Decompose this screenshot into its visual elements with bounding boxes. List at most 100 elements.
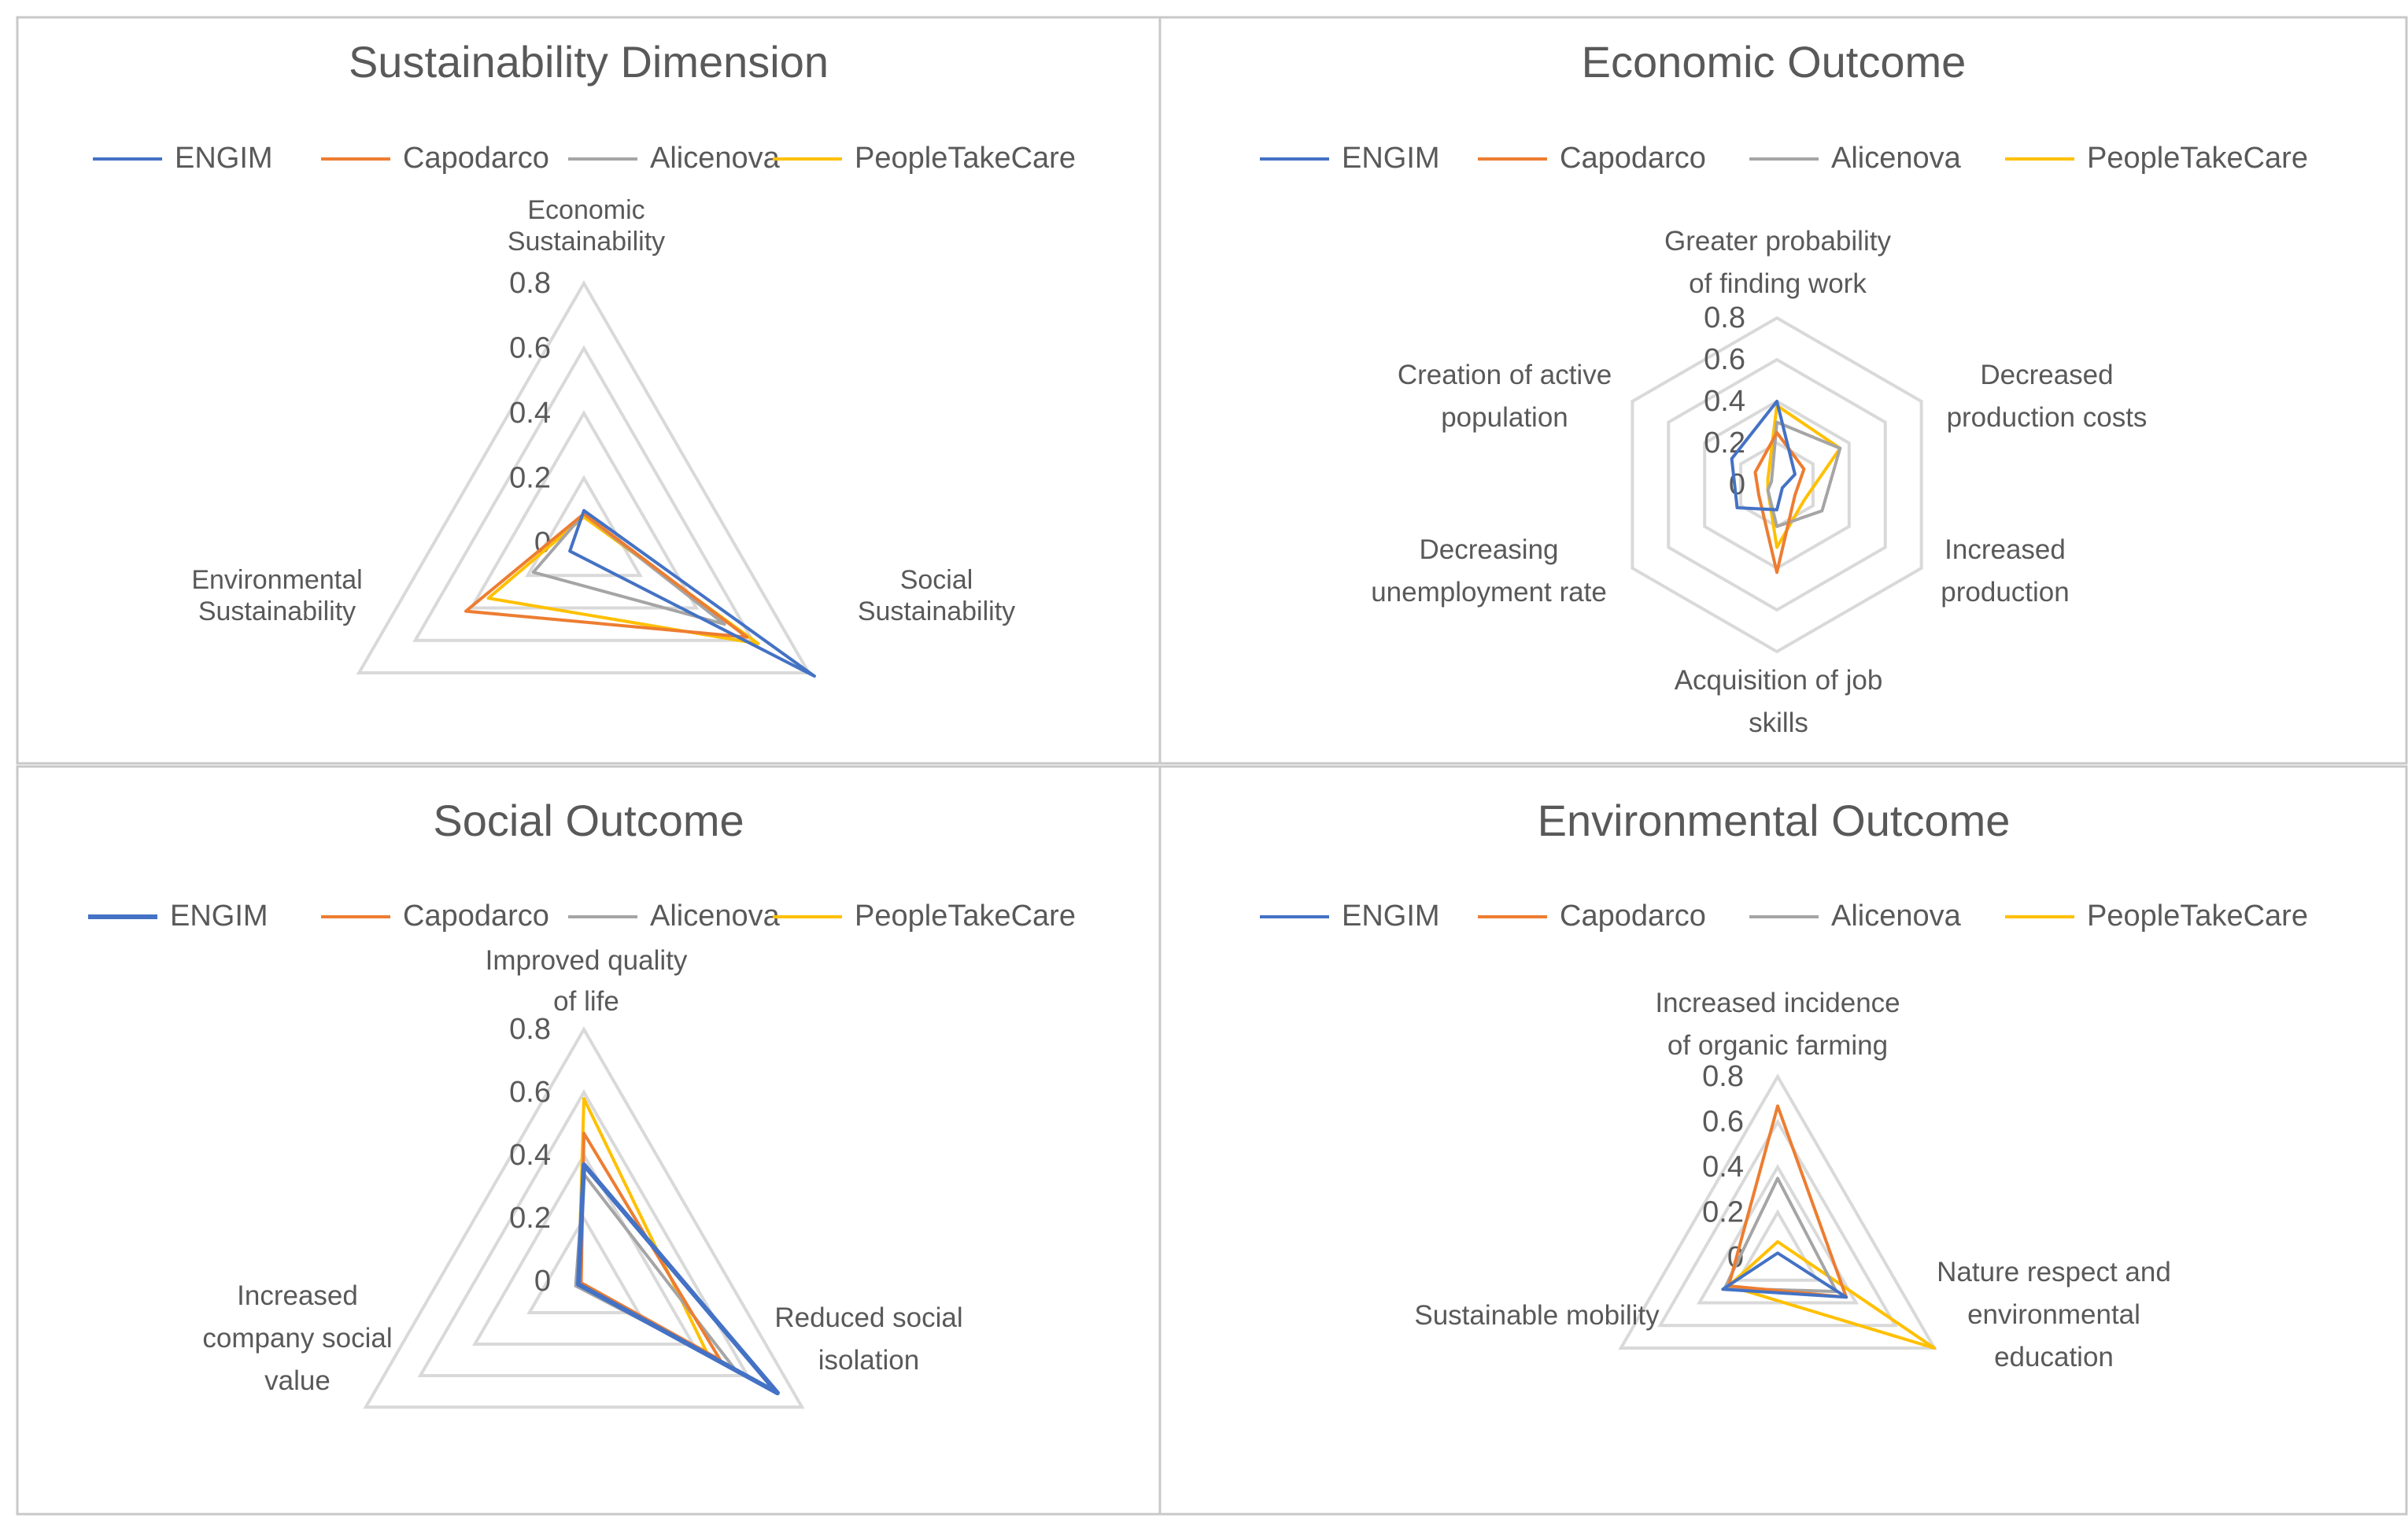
chart-panel-1: Sustainability Dimension ENGIM Capodarco Al… [16,16,1162,765]
legend-label-engim: ENGIM [175,142,273,175]
axis-label-line: unemployment rate [1371,577,1607,608]
chart-panel-border [1158,16,2408,765]
legend-label-peopletakecare: PeopleTakeCare [855,142,1076,175]
axis-label-line: of organic farming [1668,1030,1888,1061]
series-line-engim [576,1162,780,1395]
axis-label-line: environmental [1967,1299,2140,1330]
axis-label-line: Nature respect and [1937,1257,2171,1287]
axis-label-1: Improved quality of life [486,945,688,1017]
legend-label-capodarco: Capodarco [1560,142,1706,175]
series-line-capodarco [464,512,749,639]
tick-label: 0.8 [1702,1060,1744,1093]
axis-label-5: Decreasing unemployment rate [1371,534,1607,608]
axis-label-line: Sustainability [198,597,356,626]
grid-ring-0.2 [525,475,643,578]
tick-label: 0.8 [1704,301,1745,334]
axis-label-2: Decreased production costs [1947,360,2148,433]
legend-label-peopletakecare: PeopleTakeCare [2087,142,2308,175]
axis-label-line: Acquisition of job [1675,665,1883,696]
series-line-alicenova [1766,420,1842,528]
axis-label-6: Creation of active population [1398,360,1612,433]
axis-label-line: education [1994,1342,2114,1372]
legend-label-alicenova: Alicenova [1831,142,1962,175]
tick-label: 0.6 [1702,1106,1744,1139]
grid-ring-0.4 [1696,1164,1860,1305]
axis-label-line: isolation [818,1345,919,1376]
grid-ring-0.8 [1618,1073,1937,1350]
series-line-engim [1730,400,1797,512]
chart-title: Environmental Outcome [1538,796,2011,845]
series-line-capodarco [1753,430,1806,574]
grid-ring-0.2 [526,1215,641,1314]
chart-title: Economic Outcome [1582,37,1967,87]
legend-label-capodarco: Capodarco [403,142,549,175]
axis-label-line: Economic [527,195,644,225]
tick-label: 0.8 [509,1013,551,1046]
chart-panel-2: Economic Outcome ENGIM Capodarco Alicenova P… [1158,16,2408,765]
axis-label-line: Improved quality [486,945,688,976]
tick-label: 0.4 [1704,385,1745,418]
grid-ring-0.2 [1735,1209,1820,1282]
grid-ring-0.8 [363,1025,805,1409]
axis-label-4: Acquisition of job skills [1675,665,1883,738]
axis-label-line: Reduced social [774,1302,962,1333]
legend-label-alicenova: Alicenova [650,900,781,933]
tick-label: 0.2 [509,462,551,495]
chart-title: Social Outcome [433,796,744,845]
tick-label: 0.4 [509,397,551,430]
axis-label-line: Increased [237,1280,358,1311]
series-line-engim [1721,1251,1848,1299]
axis-label-3: Increased production [1941,534,2069,608]
axis-label-1: Economic Sustainability [508,195,665,257]
grid-ring-0.4 [468,409,700,610]
axis-label-2: Nature respect and environmental education [1937,1257,2171,1372]
grid-ring-0.6 [412,345,755,642]
axis-label-line: value [264,1365,331,1396]
legend-label-engim: ENGIM [1342,142,1440,175]
axis-label-line: Decreasing [1419,534,1558,565]
series-line-alicenova [531,512,726,626]
tick-label: 0.2 [1702,1196,1744,1229]
axis-label-2: Social Sustainability [858,565,1015,626]
chart-panel-border [16,16,1162,765]
axis-label-1: Increased incidence of organic farming [1655,988,1900,1061]
axis-label-line: Increased [1944,534,2066,565]
legend-label-alicenova: Alicenova [1831,900,1962,933]
grid-ring-0.6 [417,1088,751,1377]
axis-label-line: population [1441,402,1568,433]
grid-ring-0.6 [1667,357,1887,612]
chart-panel-border [1158,765,2408,1516]
tick-label: 0.2 [1704,427,1745,460]
series-line-engim [568,508,816,678]
axis-label-line: Sustainability [508,227,665,257]
axis-label-line: Social [900,565,973,595]
legend-label-capodarco: Capodarco [403,900,549,933]
axis-label-line: Decreased [1980,360,2113,390]
axis-label-3: Increased company social value [202,1280,392,1396]
grid-ring-0.8 [356,279,812,674]
tick-label: 0 [534,1265,551,1298]
grid-ring-0.4 [471,1152,696,1346]
tick-label: 0.8 [509,267,551,300]
tick-label: 0.4 [1702,1151,1744,1184]
axis-label-line: production costs [1947,402,2148,433]
grid-ring-0.8 [1631,316,1923,654]
axis-label-2: Reduced social isolation [774,1302,962,1376]
axis-label-line: Creation of active [1398,360,1612,390]
series-line-peopletakecare [1727,1239,1937,1350]
tick-label: 0.6 [509,332,551,365]
axis-label-line: Sustainable mobility [1414,1300,1660,1331]
axis-label-line: production [1941,577,2069,608]
series-line-capodarco [1727,1104,1848,1299]
axis-label-1: Greater probability of finding work [1664,226,1891,299]
chart-panel-4: Environmental Outcome ENGIM Capodarco Alice… [1158,765,2408,1516]
legend-label-peopletakecare: PeopleTakeCare [855,900,1076,933]
axis-label-line: Sustainability [858,597,1015,626]
legend-label-capodarco: Capodarco [1560,900,1706,933]
axis-label-line: company social [202,1323,392,1354]
axis-label-line: of finding work [1689,268,1867,299]
legend-label-peopletakecare: PeopleTakeCare [2087,900,2308,933]
tick-label: 0.4 [509,1139,551,1172]
axis-label-3: Sustainable mobility [1414,1300,1660,1331]
